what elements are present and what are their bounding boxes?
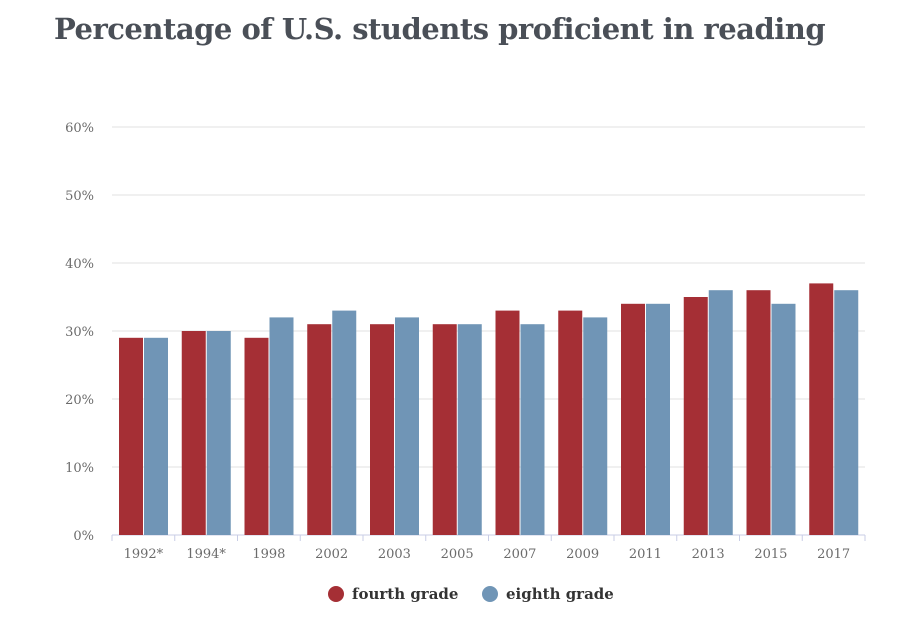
bar-eighth-grade	[206, 331, 231, 535]
x-tick-label: 2003	[378, 547, 411, 562]
x-tick-label: 1998	[252, 547, 285, 562]
bar-fourth-grade	[746, 290, 771, 535]
bar-eighth-grade	[520, 324, 545, 535]
bar-fourth-grade	[432, 324, 457, 535]
y-tick-label: 40%	[65, 257, 94, 272]
bar-eighth-grade	[395, 317, 419, 535]
legend-swatch-eighth-grade	[482, 586, 498, 602]
bar-fourth-grade	[181, 331, 206, 535]
bar-fourth-grade	[809, 283, 834, 535]
bar-eighth-grade	[834, 290, 859, 535]
chart-title: Percentage of U.S. students proficient i…	[54, 12, 826, 46]
x-tick-label: 2011	[629, 547, 662, 562]
x-tick-label: 2009	[566, 547, 599, 562]
x-tick-label: 1994*	[186, 547, 226, 562]
bar-eighth-grade	[583, 317, 608, 535]
bar-eighth-grade	[332, 310, 357, 535]
bar-fourth-grade	[495, 310, 520, 535]
legend-swatch-fourth-grade	[328, 586, 344, 602]
y-tick-label: 10%	[65, 461, 94, 476]
x-tick-label: 2017	[817, 547, 850, 562]
bar-fourth-grade	[621, 303, 645, 535]
x-tick-label: 2007	[503, 547, 536, 562]
bar-eighth-grade	[269, 317, 294, 535]
y-tick-label: 60%	[65, 121, 94, 136]
y-tick-label: 0%	[73, 529, 94, 544]
bar-eighth-grade	[457, 324, 482, 535]
bar-eighth-grade	[708, 290, 733, 535]
x-tick-label: 2015	[754, 547, 787, 562]
x-tick-label: 2005	[441, 547, 474, 562]
bar-fourth-grade	[307, 324, 332, 535]
bar-eighth-grade	[144, 337, 168, 535]
bar-eighth-grade	[771, 303, 796, 535]
bar-fourth-grade	[119, 337, 143, 535]
y-tick-label: 30%	[65, 325, 94, 340]
x-tick-label: 2013	[692, 547, 725, 562]
bar-fourth-grade	[244, 337, 269, 535]
x-tick-label: 2002	[315, 547, 348, 562]
legend-label: fourth grade	[352, 585, 458, 603]
bar-fourth-grade	[683, 297, 708, 535]
bar-eighth-grade	[646, 303, 670, 535]
x-tick-label: 1992*	[124, 547, 164, 562]
y-tick-label: 50%	[65, 189, 94, 204]
legend-label: eighth grade	[506, 585, 614, 603]
y-tick-label: 20%	[65, 393, 94, 408]
bar-fourth-grade	[558, 310, 583, 535]
bar-fourth-grade	[370, 324, 394, 535]
